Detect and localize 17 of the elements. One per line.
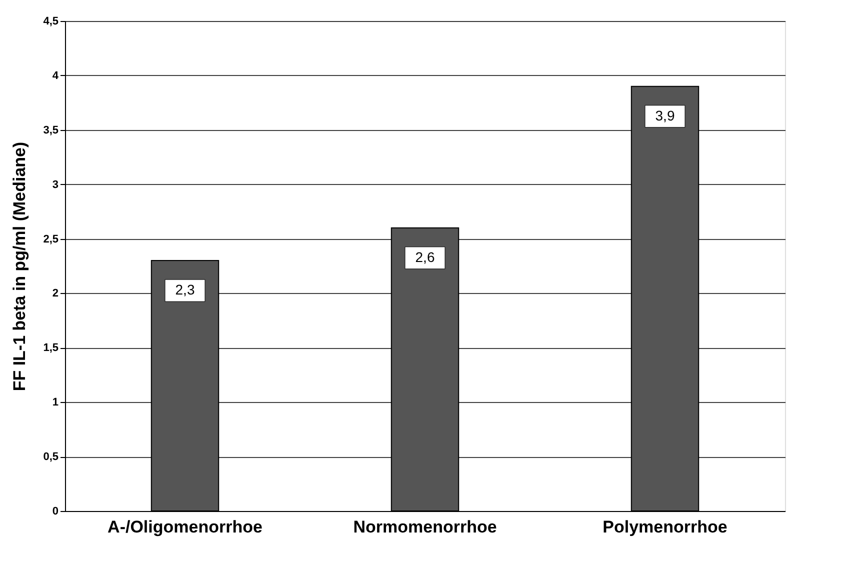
y-tick-label: 4 [52, 70, 60, 82]
data-label: 2,3 [175, 282, 195, 298]
x-tick-label: A-/Oligomenorrhoe [108, 518, 262, 536]
y-tick-label: 0,5 [43, 451, 58, 464]
y-tick-label: 2 [52, 288, 58, 300]
data-label: 3,9 [655, 107, 675, 124]
x-tick-label: Polymenorrhoe [602, 518, 728, 536]
y-tick-label: 1 [52, 396, 58, 409]
y-tick-label: 3,5 [43, 124, 58, 136]
data-label: 2,6 [415, 248, 435, 265]
y-tick-label: 4,5 [43, 16, 58, 28]
y-tick-label: 1,5 [43, 342, 58, 354]
y-tick-label: 0 [52, 506, 58, 518]
x-tick-label: Normomenorrhoe [353, 518, 497, 536]
y-tick-label: 3 [52, 178, 58, 191]
y-axis-title: FF IL-1 beta in pg/ml (Mediane) [10, 142, 30, 392]
y-tick-label: 2,5 [43, 233, 58, 246]
